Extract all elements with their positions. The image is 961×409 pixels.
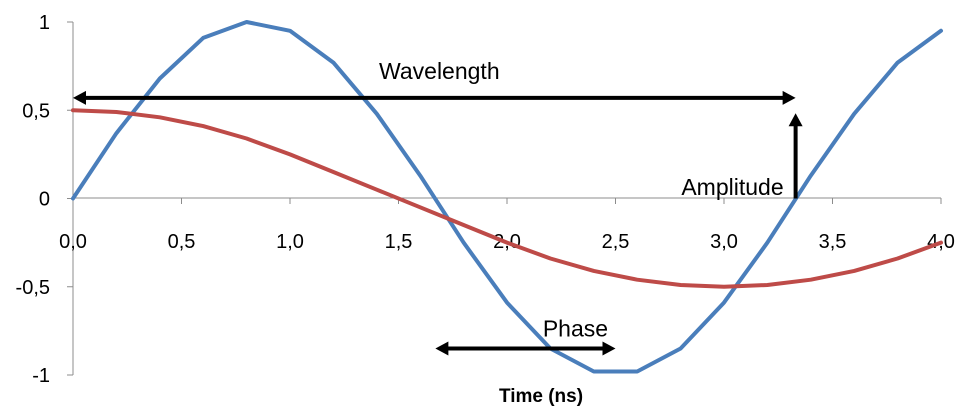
phase-label: Phase [543, 316, 608, 342]
series-line-1 [71, 20, 943, 374]
x-tick-label: 0,5 [168, 231, 196, 253]
phase-arrowhead-left [435, 341, 449, 356]
x-tick-label: 1,0 [276, 231, 304, 253]
wavelength-arrowhead-right [782, 90, 796, 105]
x-tick-label: 1,5 [385, 231, 413, 253]
y-tick-label: -1 [32, 365, 50, 387]
y-tick-label: 1 [39, 12, 50, 34]
x-tick-label: 2,5 [602, 231, 630, 253]
x-tick-label: 3,0 [710, 231, 738, 253]
annotations: Wavelength Amplitude Phase [73, 58, 803, 356]
wavelength-label: Wavelength [379, 58, 500, 84]
series-line-2 [71, 108, 943, 289]
x-tick-label: 3,5 [819, 231, 847, 253]
x-axis-label: Time (ns) [499, 386, 583, 407]
series-group [71, 20, 943, 374]
y-tick-label: -0,5 [16, 277, 50, 299]
phase-arrowhead-right [602, 341, 616, 356]
y-tick-label: 0 [39, 189, 50, 211]
y-tick-label: 0,5 [22, 100, 50, 122]
amplitude-arrowhead [788, 113, 803, 127]
x-tick-label: 0,0 [59, 231, 87, 253]
wavelength-arrowhead-left [73, 90, 86, 105]
amplitude-label: Amplitude [681, 174, 783, 200]
